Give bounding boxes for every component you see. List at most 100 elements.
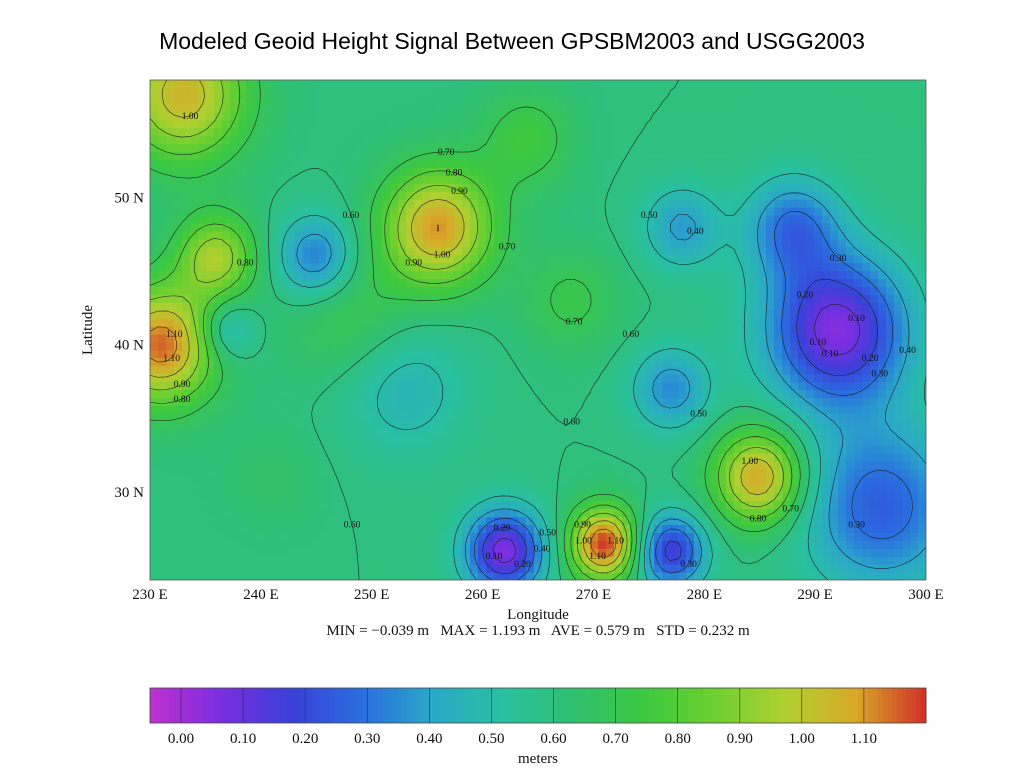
heatmap-cell bbox=[742, 413, 751, 422]
heatmap-cell bbox=[574, 405, 583, 414]
heatmap-cell bbox=[150, 381, 159, 391]
heatmap-cell bbox=[814, 389, 823, 399]
heatmap-cell bbox=[486, 357, 495, 367]
heatmap-cell bbox=[910, 389, 919, 399]
heatmap-cell bbox=[910, 524, 919, 533]
heatmap-cell bbox=[302, 532, 311, 541]
heatmap-cell bbox=[726, 389, 735, 399]
heatmap-cell bbox=[638, 389, 647, 399]
heatmap-cell bbox=[342, 333, 351, 343]
heatmap-cell bbox=[206, 492, 215, 502]
heatmap-cell bbox=[414, 318, 423, 327]
heatmap-cell bbox=[886, 397, 895, 406]
heatmap-cell bbox=[878, 214, 887, 224]
heatmap-cell bbox=[478, 302, 487, 311]
heatmap-cell bbox=[398, 381, 407, 391]
heatmap-cell bbox=[870, 556, 879, 565]
heatmap-cell bbox=[318, 191, 327, 200]
heatmap-cell bbox=[654, 262, 663, 272]
heatmap-cell bbox=[350, 445, 359, 454]
heatmap-cell bbox=[782, 484, 791, 494]
heatmap-cell bbox=[710, 468, 719, 478]
heatmap-cell bbox=[574, 429, 583, 438]
heatmap-cell bbox=[550, 222, 559, 232]
heatmap-cell bbox=[566, 500, 575, 510]
heatmap-cell bbox=[894, 445, 903, 454]
heatmap-cell bbox=[854, 183, 863, 192]
heatmap-cell bbox=[838, 508, 847, 518]
heatmap-cell bbox=[358, 445, 367, 454]
heatmap-cell bbox=[774, 508, 783, 518]
heatmap-cell bbox=[878, 333, 887, 343]
heatmap-cell bbox=[710, 445, 719, 454]
heatmap-cell bbox=[614, 175, 623, 184]
heatmap-cell bbox=[918, 365, 926, 375]
heatmap-cell bbox=[390, 326, 399, 335]
heatmap-cell bbox=[766, 468, 775, 478]
heatmap-cell bbox=[886, 476, 895, 486]
heatmap-cell bbox=[318, 540, 327, 549]
heatmap-cell bbox=[798, 206, 807, 216]
heatmap-cell bbox=[718, 183, 727, 192]
heatmap-cell bbox=[398, 524, 407, 533]
heatmap-cell bbox=[414, 270, 423, 280]
heatmap-cell bbox=[662, 286, 671, 295]
heatmap-cell bbox=[766, 484, 775, 494]
heatmap-cell bbox=[622, 206, 631, 216]
heatmap-cell bbox=[590, 326, 599, 335]
heatmap-cell bbox=[374, 365, 383, 375]
heatmap-cell bbox=[846, 318, 855, 327]
heatmap-cell bbox=[262, 413, 271, 422]
heatmap-cell bbox=[886, 199, 895, 208]
heatmap-cell bbox=[846, 262, 855, 272]
heatmap-cell bbox=[574, 175, 583, 184]
heatmap-cell bbox=[470, 437, 479, 446]
heatmap-cell bbox=[726, 453, 735, 462]
heatmap-cell bbox=[822, 318, 831, 327]
heatmap-cell bbox=[766, 278, 775, 287]
heatmap-cell bbox=[646, 492, 655, 502]
heatmap-cell bbox=[158, 572, 167, 580]
heatmap-cell bbox=[726, 492, 735, 502]
heatmap-cell bbox=[558, 214, 567, 224]
heatmap-cell bbox=[230, 222, 239, 232]
heatmap-cell bbox=[718, 286, 727, 295]
heatmap-cell bbox=[182, 206, 191, 216]
heatmap-cell bbox=[702, 262, 711, 272]
heatmap-cell bbox=[158, 294, 167, 303]
heatmap-cell bbox=[382, 191, 391, 200]
heatmap-cell bbox=[646, 548, 655, 557]
heatmap-cell bbox=[750, 191, 759, 200]
heatmap-cell bbox=[542, 500, 551, 510]
heatmap-cell bbox=[190, 183, 199, 192]
heatmap-cell bbox=[174, 318, 183, 327]
heatmap-cell bbox=[158, 167, 167, 176]
heatmap-cell bbox=[670, 572, 679, 580]
heatmap-cell bbox=[470, 365, 479, 375]
heatmap-cell bbox=[566, 302, 575, 311]
heatmap-cell bbox=[494, 381, 503, 391]
heatmap-cell bbox=[294, 508, 303, 518]
heatmap-cell bbox=[790, 238, 799, 248]
heatmap-cell bbox=[270, 167, 279, 176]
heatmap-cell bbox=[270, 365, 279, 375]
heatmap-cell bbox=[230, 310, 239, 319]
heatmap-cell bbox=[230, 445, 239, 454]
heatmap-cell bbox=[646, 206, 655, 216]
heatmap-cell bbox=[662, 453, 671, 462]
heatmap-cell bbox=[238, 191, 247, 200]
heatmap-cell bbox=[910, 476, 919, 486]
heatmap-cell bbox=[878, 437, 887, 446]
heatmap-cell bbox=[478, 175, 487, 184]
heatmap-cell bbox=[790, 326, 799, 335]
heatmap-cell bbox=[438, 310, 447, 319]
heatmap-cell bbox=[534, 254, 543, 264]
heatmap-cell bbox=[190, 238, 199, 248]
heatmap-cell bbox=[358, 191, 367, 200]
heatmap-cell bbox=[686, 254, 695, 264]
heatmap-cell bbox=[638, 381, 647, 391]
heatmap-cell bbox=[206, 460, 215, 470]
heatmap-cell bbox=[678, 532, 687, 541]
heatmap-cell bbox=[582, 302, 591, 311]
heatmap-cell bbox=[270, 341, 279, 351]
